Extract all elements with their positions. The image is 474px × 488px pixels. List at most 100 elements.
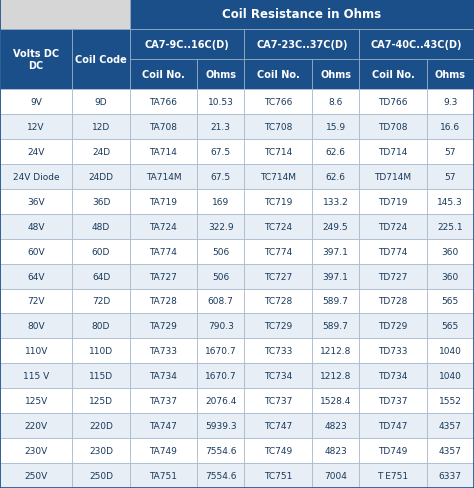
Bar xyxy=(312,438,359,463)
Text: Coil No.: Coil No. xyxy=(372,70,414,80)
Bar xyxy=(130,413,197,438)
Text: TA719: TA719 xyxy=(149,197,177,206)
Bar xyxy=(0,30,73,90)
Bar xyxy=(427,438,474,463)
Text: 7004: 7004 xyxy=(324,471,347,480)
Text: 1670.7: 1670.7 xyxy=(205,371,237,381)
Bar xyxy=(359,60,427,90)
Text: 21.3: 21.3 xyxy=(211,122,231,132)
Bar xyxy=(312,364,359,388)
Text: 36V: 36V xyxy=(27,197,45,206)
Text: Volts DC
DC: Volts DC DC xyxy=(13,49,59,71)
Bar xyxy=(312,239,359,264)
Text: TA766: TA766 xyxy=(149,98,177,107)
Bar xyxy=(130,339,197,364)
Bar xyxy=(73,189,130,214)
Text: 2076.4: 2076.4 xyxy=(205,396,237,406)
Bar xyxy=(0,214,73,239)
Text: 133.2: 133.2 xyxy=(323,197,348,206)
Text: 220V: 220V xyxy=(25,421,48,430)
Text: 1212.8: 1212.8 xyxy=(320,371,351,381)
Text: TA747: TA747 xyxy=(149,421,177,430)
Text: 249.5: 249.5 xyxy=(323,222,348,231)
Bar xyxy=(197,90,245,115)
Text: TC708: TC708 xyxy=(264,122,292,132)
Bar xyxy=(0,0,130,30)
Text: 506: 506 xyxy=(212,247,229,256)
Text: T E751: T E751 xyxy=(377,471,409,480)
Text: 8.6: 8.6 xyxy=(328,98,343,107)
Text: Ohms: Ohms xyxy=(320,70,351,80)
Bar xyxy=(359,30,474,60)
Text: TA714: TA714 xyxy=(149,147,177,157)
Text: Ohms: Ohms xyxy=(435,70,466,80)
Text: 506: 506 xyxy=(212,272,229,281)
Bar xyxy=(197,364,245,388)
Bar xyxy=(73,413,130,438)
Text: TA737: TA737 xyxy=(149,396,177,406)
Bar xyxy=(245,364,312,388)
Bar xyxy=(427,214,474,239)
Bar xyxy=(359,463,427,488)
Bar xyxy=(0,189,73,214)
Bar xyxy=(130,164,197,189)
Text: TD714: TD714 xyxy=(378,147,408,157)
Bar xyxy=(197,339,245,364)
Text: TD727: TD727 xyxy=(378,272,408,281)
Bar xyxy=(0,438,73,463)
Bar xyxy=(73,463,130,488)
Text: 1670.7: 1670.7 xyxy=(205,346,237,356)
Bar xyxy=(359,438,427,463)
Text: 48V: 48V xyxy=(27,222,45,231)
Text: 110V: 110V xyxy=(25,346,48,356)
Text: TA724: TA724 xyxy=(149,222,177,231)
Text: 397.1: 397.1 xyxy=(323,272,348,281)
Text: 80V: 80V xyxy=(27,322,45,331)
Bar xyxy=(312,90,359,115)
Bar xyxy=(312,264,359,289)
Bar xyxy=(245,90,312,115)
Bar xyxy=(130,463,197,488)
Bar xyxy=(130,438,197,463)
Bar xyxy=(359,214,427,239)
Text: 230D: 230D xyxy=(89,446,113,455)
Text: 589.7: 589.7 xyxy=(323,322,348,331)
Text: TA749: TA749 xyxy=(149,446,177,455)
Text: 6337: 6337 xyxy=(439,471,462,480)
Text: 360: 360 xyxy=(442,272,459,281)
Text: TD749: TD749 xyxy=(378,446,408,455)
Text: 565: 565 xyxy=(442,297,459,306)
Bar xyxy=(245,289,312,314)
Bar xyxy=(0,388,73,413)
Text: TC774: TC774 xyxy=(264,247,292,256)
Bar xyxy=(130,364,197,388)
Bar xyxy=(0,339,73,364)
Bar xyxy=(312,289,359,314)
Text: TD747: TD747 xyxy=(378,421,408,430)
Bar xyxy=(130,388,197,413)
Bar xyxy=(197,115,245,140)
Bar xyxy=(245,413,312,438)
Bar xyxy=(73,364,130,388)
Bar xyxy=(73,214,130,239)
Text: 36D: 36D xyxy=(92,197,110,206)
Bar xyxy=(427,314,474,339)
Text: TD729: TD729 xyxy=(378,322,408,331)
Bar xyxy=(427,289,474,314)
Bar xyxy=(130,115,197,140)
Text: 12V: 12V xyxy=(27,122,45,132)
Text: 360: 360 xyxy=(442,247,459,256)
Bar xyxy=(0,115,73,140)
Text: 1212.8: 1212.8 xyxy=(320,346,351,356)
Text: 4357: 4357 xyxy=(439,446,462,455)
Bar xyxy=(427,115,474,140)
Text: 125D: 125D xyxy=(89,396,113,406)
Bar xyxy=(197,60,245,90)
Bar xyxy=(245,463,312,488)
Text: 48D: 48D xyxy=(92,222,110,231)
Bar xyxy=(0,463,73,488)
Bar xyxy=(73,164,130,189)
Bar xyxy=(359,164,427,189)
Text: Ohms: Ohms xyxy=(205,70,236,80)
Text: 16.6: 16.6 xyxy=(440,122,460,132)
